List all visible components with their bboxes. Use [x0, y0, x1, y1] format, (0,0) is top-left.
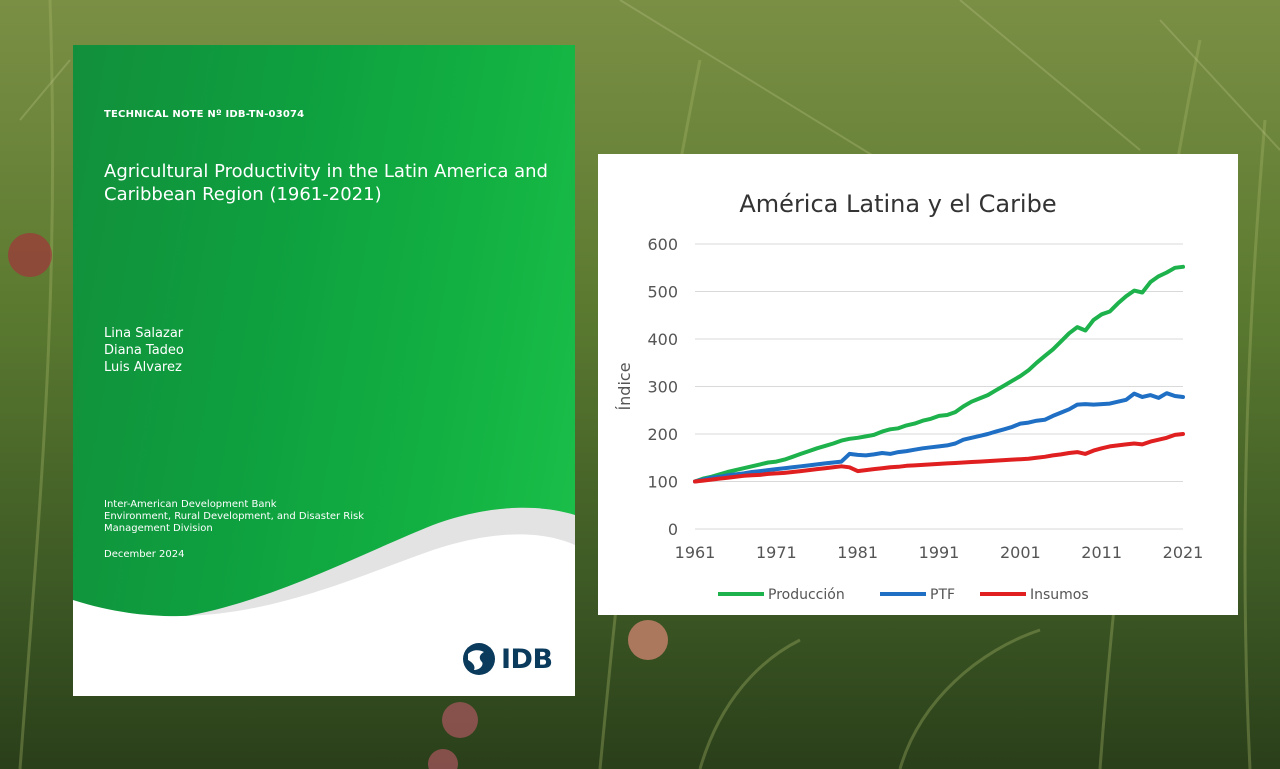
- legend-label: PTF: [930, 587, 955, 603]
- y-tick-label: 100: [647, 473, 678, 492]
- report-cover: TECHNICAL NOTE Nº IDB-TN-03074 Agricultu…: [73, 45, 575, 696]
- y-tick-label: 200: [647, 425, 678, 444]
- legend-label: Producción: [768, 587, 845, 603]
- idb-logo-text: IDB: [501, 643, 553, 675]
- x-tick-label: 2011: [1081, 543, 1122, 562]
- x-tick-label: 1981: [837, 543, 878, 562]
- cover-wave-graphic: [73, 507, 575, 696]
- gridlines: [695, 243, 1183, 530]
- x-tick-labels: 1961 1971 1981 1991 2001 2011 2021: [675, 543, 1204, 562]
- legend: Producción PTF Insumos: [718, 587, 1089, 603]
- x-tick-label: 1971: [756, 543, 797, 562]
- organization-name: Inter-American Development Bank: [104, 499, 277, 510]
- y-tick-label: 400: [647, 330, 678, 349]
- author-name: Luis Alvarez: [104, 360, 182, 375]
- y-tick-label: 300: [647, 378, 678, 397]
- line-chart: América Latina y el Caribe 0 100 200 300 400…: [615, 190, 1204, 603]
- series-line-ptf: [693, 391, 1185, 484]
- x-tick-label: 1961: [675, 543, 716, 562]
- y-tick-label: 600: [647, 235, 678, 254]
- division-name: Environment, Rural Development, and Disa…: [104, 511, 365, 534]
- series-lines: [693, 264, 1185, 484]
- series-line-insumos: [693, 432, 1185, 484]
- author-name: Lina Salazar: [104, 326, 184, 341]
- x-tick-label: 2021: [1163, 543, 1204, 562]
- y-tick-label: 500: [647, 283, 678, 302]
- chart-card: América Latina y el Caribe 0 100 200 300 400…: [598, 154, 1238, 615]
- series-line-producción: [693, 264, 1185, 484]
- x-tick-label: 1991: [919, 543, 960, 562]
- technical-note-number: TECHNICAL NOTE Nº IDB-TN-03074: [104, 109, 305, 120]
- idb-logo: IDB: [462, 642, 553, 676]
- y-tick-label: 0: [668, 520, 678, 539]
- author-list: Lina Salazar Diana Tadeo Luis Alvarez: [104, 325, 184, 376]
- author-name: Diana Tadeo: [104, 343, 184, 358]
- y-tick-labels: 0 100 200 300 400 500 600: [647, 235, 678, 539]
- globe-icon: [463, 643, 495, 675]
- chart-title: América Latina y el Caribe: [739, 190, 1056, 218]
- publication-date: December 2024: [104, 549, 185, 560]
- legend-label: Insumos: [1030, 587, 1089, 603]
- x-tick-label: 2001: [1000, 543, 1041, 562]
- report-title: Agricultural Productivity in the Latin A…: [104, 161, 548, 205]
- organization-info: Inter-American Development Bank Environm…: [104, 499, 404, 535]
- y-axis-label: Índice: [615, 362, 634, 410]
